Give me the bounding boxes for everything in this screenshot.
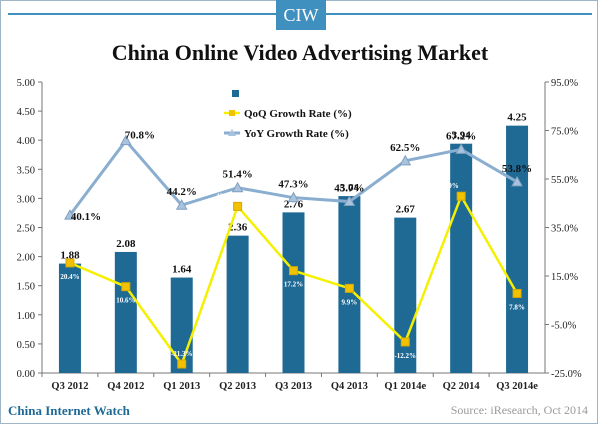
qoq-marker xyxy=(121,282,131,292)
y-left-tick-label: 3.50 xyxy=(17,165,35,176)
bar-value-label: 1.64 xyxy=(172,264,192,276)
legend-marker-yoy xyxy=(228,129,236,136)
bar-value-label: 1.88 xyxy=(60,250,80,262)
footer-brand: China Internet Watch xyxy=(8,403,130,418)
yoy-marker xyxy=(175,199,188,210)
bar xyxy=(226,235,249,373)
y-left-tick-label: 2.00 xyxy=(17,253,35,264)
yoy-value-label: 51.4% xyxy=(222,169,252,181)
y-right-tick-label: 75.0% xyxy=(551,127,578,138)
bar xyxy=(506,125,529,374)
y-left-tick-label: 0.50 xyxy=(17,340,35,351)
y-left-tick-label: 1.50 xyxy=(17,282,35,293)
yoy-marker xyxy=(64,209,76,220)
bar xyxy=(114,251,137,373)
qoq-value-label: -21.3% xyxy=(171,350,193,358)
bar-value-label: 3.94 xyxy=(452,130,472,142)
legend-label-yoy: YoY Growth Rate (%) xyxy=(244,128,349,140)
bar-value-label: 3.04 xyxy=(340,182,360,194)
yoy-value-label: 67.2% xyxy=(446,130,476,142)
bar-value-label: 2.08 xyxy=(116,238,136,250)
qoq-marker xyxy=(233,201,243,211)
brand-badge: CIW xyxy=(276,0,326,30)
yoy-value-label: 53.8% xyxy=(502,163,532,175)
y-left-tick-label: 3.00 xyxy=(17,194,35,205)
yoy-marker xyxy=(399,154,412,166)
qoq-marker xyxy=(289,266,298,276)
bar-value-label: 4.25 xyxy=(507,112,527,124)
qoq-value-label: 47.9% xyxy=(440,182,459,190)
x-tick-label: Q3 2013 xyxy=(275,381,312,392)
legend-marker-qoq xyxy=(229,110,235,116)
x-tick-label: Q4 2012 xyxy=(107,381,144,392)
y-right-tick-label: 15.0% xyxy=(551,272,578,283)
qoq-value-label: 17.2% xyxy=(284,281,303,289)
bar xyxy=(282,212,305,373)
x-tick-label: Q2 2013 xyxy=(219,381,256,392)
x-tick-label: Q1 2014e xyxy=(384,381,426,392)
yoy-marker xyxy=(455,143,468,154)
yoy-value-label: 62.5% xyxy=(390,142,420,154)
bar-value-label: 2.67 xyxy=(396,204,416,216)
yoy-value-label: 70.8% xyxy=(125,130,155,142)
y-right-tick-label: 95.0% xyxy=(551,78,578,89)
y-right-tick-label: 55.0% xyxy=(551,175,578,186)
qoq-marker xyxy=(512,288,522,298)
qoq-value-label: 9.9% xyxy=(342,298,358,306)
y-right-tick-label: -5.0% xyxy=(551,321,577,332)
qoq-value-label: -12.2% xyxy=(394,352,416,360)
bar xyxy=(394,217,417,373)
bar-value-label: 2.36 xyxy=(228,222,248,234)
yoy-marker xyxy=(287,191,300,203)
y-left-tick-label: 4.00 xyxy=(17,136,35,147)
yoy-marker xyxy=(231,181,244,193)
qoq-marker xyxy=(65,258,75,268)
y-left-tick-label: 2.50 xyxy=(17,224,35,235)
footer-source: Source: iResearch, Oct 2014 xyxy=(450,403,588,417)
qoq-value-label: 10.6% xyxy=(116,297,135,305)
y-right-tick-label: 35.0% xyxy=(551,224,578,235)
x-tick-label: Q1 2013 xyxy=(163,381,200,392)
yoy-value-label: 45.7% xyxy=(334,183,364,195)
qoq-marker xyxy=(400,337,410,347)
qoq-marker xyxy=(456,191,466,201)
qoq-value-label: 43.7% xyxy=(216,192,235,200)
x-tick-label: Q4 2013 xyxy=(331,381,368,392)
legend-label-ads: Ads Revenue (RMB, Billion) xyxy=(244,88,378,100)
legend-label-qoq: QoQ Growth Rate (%) xyxy=(244,108,352,120)
qoq-marker xyxy=(344,283,354,293)
x-tick-label: Q2 2014 xyxy=(443,381,481,392)
qoq-value-label: 7.8% xyxy=(509,303,525,311)
yoy-value-label: 47.3% xyxy=(278,179,308,191)
y-left-tick-label: 0.00 xyxy=(17,369,35,380)
yoy-marker xyxy=(119,134,132,146)
yoy-marker xyxy=(343,195,356,207)
y-right-tick-label: -25.0% xyxy=(551,369,582,380)
yoy-marker xyxy=(511,175,523,187)
legend-swatch-ads xyxy=(232,90,239,97)
yoy-value-label: 40.1% xyxy=(71,211,101,223)
y-left-tick-label: 1.00 xyxy=(17,311,35,322)
bar xyxy=(450,143,473,373)
bar xyxy=(170,277,193,373)
chart-title: China Online Video Advertising Market xyxy=(111,40,489,65)
y-left-tick-label: 5.00 xyxy=(17,78,35,89)
yoy-value-label: 44.2% xyxy=(167,186,197,198)
qoq-value-label: 20.4% xyxy=(60,273,79,281)
bar xyxy=(58,263,81,373)
qoq-marker xyxy=(177,359,187,369)
x-tick-label: Q3 2014e xyxy=(496,381,538,392)
x-tick-label: Q3 2012 xyxy=(51,381,88,392)
y-left-tick-label: 4.50 xyxy=(17,107,35,118)
